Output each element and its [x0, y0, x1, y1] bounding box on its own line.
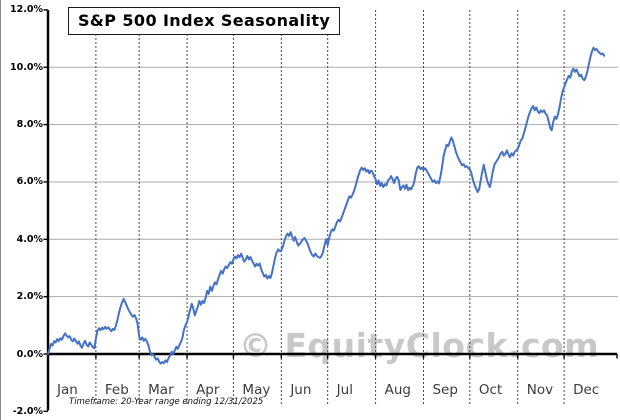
month-label: Nov — [526, 382, 554, 398]
y-tick-label: 8.0% — [16, 119, 43, 131]
month-label: Dec — [573, 382, 600, 398]
y-tick-label: 0.0% — [16, 348, 43, 360]
month-label: Mar — [148, 382, 174, 398]
month-label: Jun — [290, 382, 312, 398]
y-tick-label: 10.0% — [10, 61, 43, 73]
month-label: Feb — [104, 382, 129, 398]
month-label: Jul — [336, 382, 353, 398]
month-label: Sep — [432, 382, 458, 398]
y-tick-label: 2.0% — [16, 291, 43, 303]
y-tick-label: 4.0% — [16, 233, 43, 245]
month-label: Jan — [57, 382, 78, 398]
y-tick-label: -2.0% — [12, 405, 43, 417]
month-label: Apr — [196, 382, 220, 398]
chart-title: S&P 500 Index Seasonality — [68, 7, 341, 35]
y-tick-label: 12.0% — [10, 4, 43, 16]
month-label: Oct — [478, 382, 503, 398]
equityclock-watermark: © EquityClock.com — [239, 326, 600, 365]
month-label: Aug — [384, 382, 411, 398]
timeframe-note: Timeframe: 20-Year range ending 12/31/20… — [69, 397, 264, 407]
y-tick-label: 6.0% — [16, 176, 43, 188]
month-label: May — [242, 382, 271, 398]
seasonality-line — [47, 46, 606, 365]
